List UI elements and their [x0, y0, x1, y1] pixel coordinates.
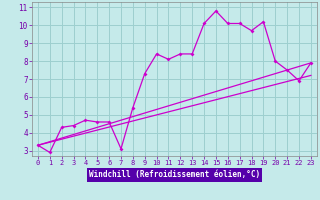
- X-axis label: Windchill (Refroidissement éolien,°C): Windchill (Refroidissement éolien,°C): [89, 170, 260, 179]
